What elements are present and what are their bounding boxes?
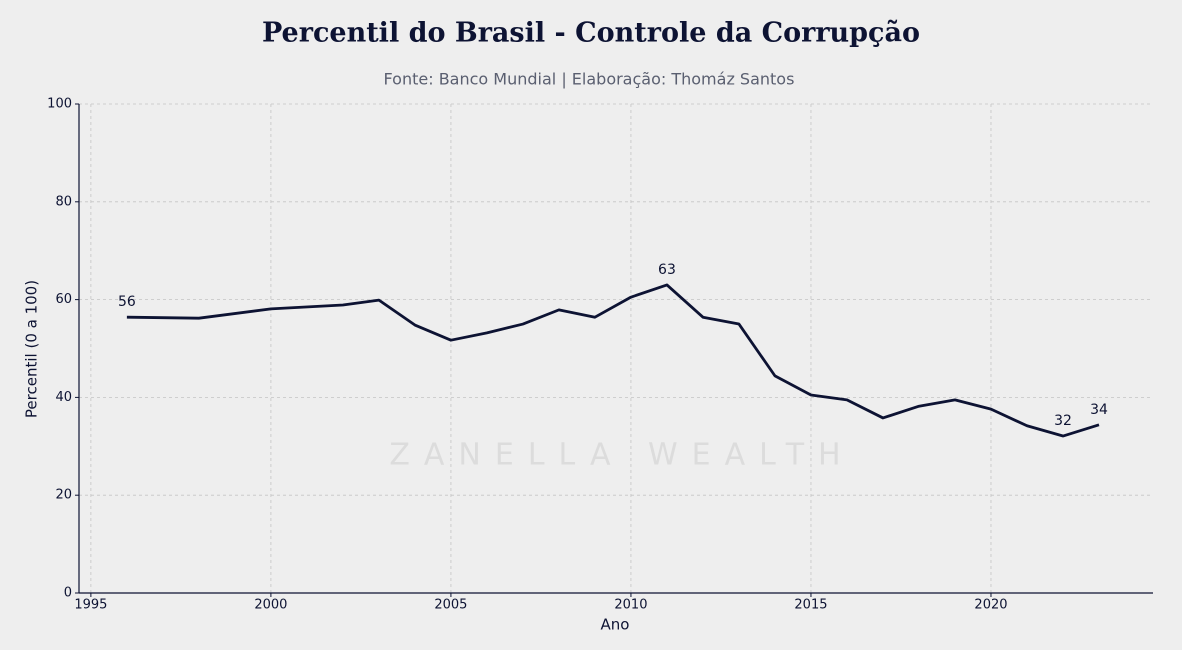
data-label: 63 (658, 262, 676, 278)
watermark: ZANELLA WEALTH (389, 438, 854, 473)
y-tick-label: 80 (55, 194, 72, 209)
x-tick-label: 2010 (614, 598, 647, 613)
y-tick-label: 40 (55, 390, 72, 405)
x-tick-label: 2005 (434, 598, 467, 613)
x-axis-label: Ano (601, 616, 630, 634)
y-axis-label: Percentil (0 a 100) (23, 280, 41, 418)
y-tick-label: 60 (55, 292, 72, 307)
data-label: 56 (118, 294, 136, 310)
x-tick-label: 2015 (794, 598, 827, 613)
x-tick-label: 2000 (254, 598, 287, 613)
y-tick-label: 0 (64, 586, 72, 601)
data-line (126, 283, 1100, 438)
chart-subtitle: Fonte: Banco Mundial | Elaboração: Thomá… (384, 70, 795, 89)
x-tick-label: 2020 (974, 598, 1007, 613)
data-label: 32 (1054, 413, 1072, 429)
y-tick-label: 100 (47, 97, 72, 112)
y-tick-label: 20 (55, 488, 72, 503)
data-label: 34 (1090, 402, 1108, 418)
x-tick-label: 1995 (74, 598, 107, 613)
chart-title: Percentil do Brasil - Controle da Corrup… (262, 18, 920, 49)
